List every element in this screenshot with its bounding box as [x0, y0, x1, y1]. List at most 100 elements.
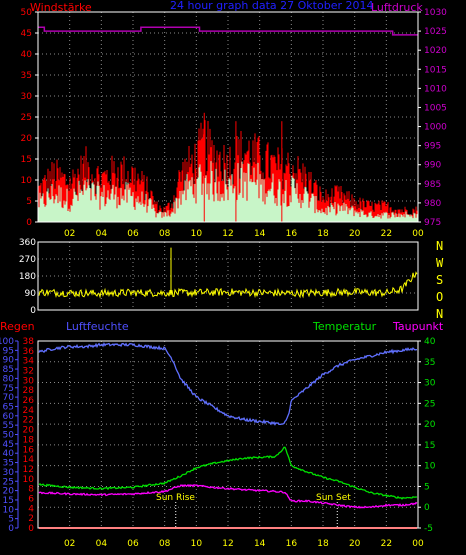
x-tick-label: 02	[64, 229, 75, 239]
rain-tick-label: 45	[3, 440, 14, 450]
wind-direction-chart: 0 90 180 270 360	[19, 238, 419, 316]
pressure-tick-label: 1005	[424, 103, 447, 113]
rain-tick-label: 40	[3, 449, 15, 459]
sunset-label: Sun Set	[316, 493, 351, 503]
wind-tick-label: 20	[21, 134, 33, 144]
rain-tick-label: 5	[8, 515, 14, 525]
humidity-tick-label: 38	[23, 337, 35, 347]
temperature-tick-label: 10	[424, 462, 436, 472]
rain-tick-label: 20	[3, 487, 15, 497]
rain-tick-label: 35	[3, 459, 14, 469]
header-right-label: Luftdruck	[371, 1, 423, 14]
temperature-line	[38, 446, 418, 500]
temperature-label: Temperatur	[312, 320, 377, 333]
humidity-tick-label: 18	[23, 435, 35, 445]
wind-tick-label: 15	[21, 155, 32, 165]
pressure-axis-ticks: 975 980 985 990 995 1000 1005 1010 1015 1020 1025 1…	[418, 8, 447, 228]
rain-tick-label: 90	[3, 356, 15, 366]
humidity-tick-label: 34	[23, 357, 35, 367]
humidity-tick-label: 24	[23, 406, 35, 416]
temperature-tick-label: -5	[424, 524, 433, 534]
x-tick-label: 14	[254, 539, 266, 549]
direction-tick-label: 270	[19, 255, 36, 265]
compass-n-bottom: N	[436, 307, 443, 321]
rain-tick-label: 25	[3, 477, 14, 487]
humidity-tick-label: 36	[23, 347, 35, 357]
x-tick-label: 12	[222, 229, 233, 239]
compass-n-top: N	[436, 239, 443, 253]
direction-tick-label: 90	[25, 289, 37, 299]
humidity-line	[38, 341, 418, 426]
x-tick-label: 20	[349, 539, 361, 549]
humidity-tick-label: 16	[23, 445, 35, 455]
direction-tick-label: 0	[30, 306, 36, 316]
x-tick-label: 08	[159, 539, 171, 549]
climate-x-axis-ticks: 02 04 06 08 10 12 14 16 18 20 22 00	[64, 539, 424, 549]
x-tick-label: 10	[191, 539, 203, 549]
direction-chart-frame	[37, 241, 419, 311]
pressure-tick-label: 1000	[424, 123, 447, 133]
temperature-tick-label: 0	[424, 503, 430, 513]
humidity-tick-label: 14	[23, 455, 35, 465]
x-tick-label: 16	[286, 539, 298, 549]
x-tick-label: 04	[96, 229, 108, 239]
pressure-line	[38, 26, 418, 36]
x-tick-label: 20	[349, 229, 361, 239]
rain-tick-label: 85	[3, 365, 14, 375]
temperature-tick-label: 15	[424, 441, 435, 451]
wind-tick-label: 0	[26, 218, 32, 228]
rain-tick-label: 15	[3, 496, 14, 506]
pressure-tick-label: 995	[424, 142, 441, 152]
sunrise-label: Sun Rise	[156, 493, 195, 503]
wind-tick-label: 35	[21, 71, 32, 81]
direction-grid	[38, 242, 419, 310]
rain-tick-label: 0	[8, 524, 14, 534]
compass-o: O	[436, 290, 443, 304]
wind-tick-label: 40	[21, 50, 33, 60]
humidity-tick-label: 30	[23, 376, 35, 386]
x-tick-label: 10	[191, 229, 203, 239]
humidity-tick-label: 12	[23, 465, 34, 475]
compass-w: W	[436, 256, 444, 270]
wind-tick-label: 45	[21, 29, 32, 39]
x-tick-label: 14	[254, 229, 266, 239]
pressure-tick-label: 1020	[424, 46, 447, 56]
direction-axis-ticks: 0 90 180 270 360	[19, 238, 36, 316]
rain-tick-label: 95	[3, 346, 14, 356]
humidity-tick-label: 8	[28, 485, 34, 495]
dewpoint-line	[38, 483, 418, 509]
x-tick-label: 22	[381, 229, 392, 239]
rain-tick-label: 55	[3, 421, 14, 431]
climate-grid	[38, 341, 419, 528]
rain-axis-ticks: 0510152025303540455055606570758085909510…	[0, 337, 18, 534]
x-tick-label: 00	[412, 539, 424, 549]
rain-tick-label: 60	[3, 412, 15, 422]
humidity-tick-label: 26	[23, 396, 35, 406]
pressure-tick-label: 980	[424, 199, 441, 209]
compass-labels: N W S O N	[436, 239, 444, 321]
humidity-tick-label: 32	[23, 367, 34, 377]
humidity-label: Luftfeuchte	[66, 320, 129, 333]
wind-tick-label: 10	[21, 176, 33, 186]
humidity-tick-label: 2	[28, 514, 34, 524]
temperature-axis-ticks: -5 0 5 10 15 20 25 30 35 40	[418, 337, 436, 534]
rain-tick-label: 65	[3, 402, 14, 412]
x-tick-label: 22	[381, 539, 392, 549]
climate-chart: 0510152025303540455055606570758085909510…	[0, 337, 436, 549]
humidity-tick-label: 6	[28, 494, 34, 504]
wind-grid	[38, 12, 419, 222]
pressure-tick-label: 975	[424, 218, 441, 228]
header-left-label: Windstärke	[30, 1, 92, 14]
wind-x-axis-ticks: 02 04 06 08 10 12 14 16 18 20 22 00	[64, 229, 424, 239]
wind-tick-label: 25	[21, 113, 32, 123]
wind-bars	[38, 112, 418, 222]
wind-axis-ticks: 0 5 10 15 20 25 30 35 40 45 50	[21, 8, 38, 228]
x-tick-label: 02	[64, 539, 75, 549]
humidity-tick-label: 10	[23, 475, 35, 485]
wind-tick-label: 50	[21, 8, 33, 18]
humidity-tick-label: 0	[28, 524, 34, 534]
pressure-tick-label: 1010	[424, 84, 447, 94]
x-tick-label: 06	[127, 229, 139, 239]
